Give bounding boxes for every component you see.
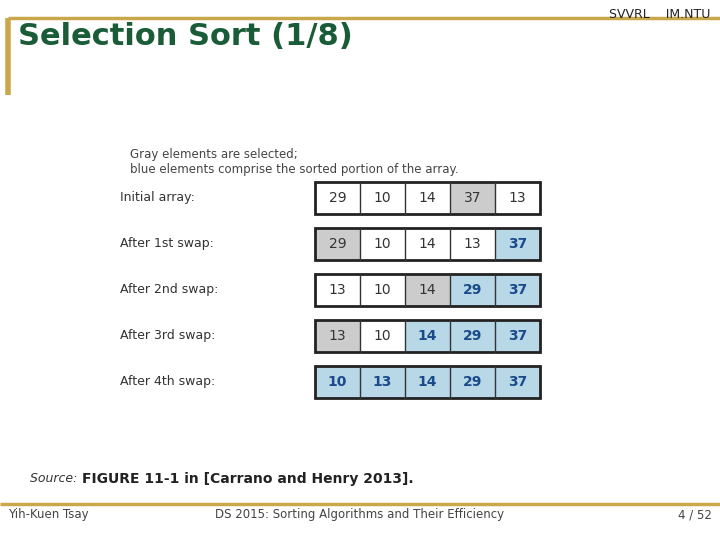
Bar [315, 366, 540, 398]
Text: 29: 29 [463, 329, 482, 343]
Bar [495, 182, 540, 214]
Bar [405, 182, 450, 214]
Text: 13: 13 [329, 283, 346, 297]
Text: 13: 13 [464, 237, 481, 251]
Bar [315, 274, 540, 306]
Text: 13: 13 [329, 329, 346, 343]
Text: After 1st swap:: After 1st swap: [120, 238, 214, 251]
Bar [315, 182, 540, 214]
Text: 14: 14 [419, 283, 436, 297]
Bar [360, 274, 405, 306]
Bar [495, 320, 540, 352]
Bar [405, 228, 450, 260]
Text: 37: 37 [508, 283, 527, 297]
Bar [450, 182, 495, 214]
Text: Initial array:: Initial array: [120, 192, 195, 205]
Text: DS 2015: Sorting Algorithms and Their Efficiency: DS 2015: Sorting Algorithms and Their Ef… [215, 508, 505, 521]
Text: 37: 37 [464, 191, 481, 205]
Text: blue elements comprise the sorted portion of the array.: blue elements comprise the sorted portio… [130, 163, 459, 176]
Text: 14: 14 [418, 329, 437, 343]
Bar [360, 182, 405, 214]
Text: 37: 37 [508, 329, 527, 343]
Text: 29: 29 [463, 283, 482, 297]
Bar [315, 320, 540, 352]
Text: After 2nd swap:: After 2nd swap: [120, 284, 218, 296]
Bar [450, 320, 495, 352]
Bar [495, 228, 540, 260]
Bar [315, 182, 360, 214]
Text: Gray elements are selected;: Gray elements are selected; [130, 148, 298, 161]
Text: Source:: Source: [30, 472, 81, 485]
Text: After 4th swap:: After 4th swap: [120, 375, 215, 388]
Text: 10: 10 [374, 191, 391, 205]
Text: 29: 29 [463, 375, 482, 389]
Text: Yih-Kuen Tsay: Yih-Kuen Tsay [8, 508, 89, 521]
Bar [315, 320, 360, 352]
Bar [315, 228, 360, 260]
Bar [450, 228, 495, 260]
Text: Selection Sort (1/8): Selection Sort (1/8) [18, 22, 353, 51]
Text: 10: 10 [374, 237, 391, 251]
Bar [360, 228, 405, 260]
Text: SVVRL    IM.NTU: SVVRL IM.NTU [608, 8, 710, 21]
Bar [360, 320, 405, 352]
Text: 37: 37 [508, 375, 527, 389]
Text: 13: 13 [509, 191, 526, 205]
Text: 29: 29 [329, 191, 346, 205]
Text: FIGURE 11-1 in [Carrano and Henry 2013].: FIGURE 11-1 in [Carrano and Henry 2013]. [82, 472, 413, 486]
Text: 10: 10 [374, 329, 391, 343]
Bar [450, 366, 495, 398]
Text: 13: 13 [373, 375, 392, 389]
Bar [450, 274, 495, 306]
Text: 37: 37 [508, 237, 527, 251]
Bar [360, 366, 405, 398]
Bar [315, 366, 360, 398]
Text: 14: 14 [418, 375, 437, 389]
Bar [315, 228, 540, 260]
Text: 14: 14 [419, 237, 436, 251]
Text: 4 / 52: 4 / 52 [678, 508, 712, 521]
Text: 10: 10 [328, 375, 347, 389]
Bar [495, 274, 540, 306]
Text: 29: 29 [329, 237, 346, 251]
Text: 10: 10 [374, 283, 391, 297]
Bar [405, 366, 450, 398]
Bar [405, 320, 450, 352]
Bar [315, 274, 360, 306]
Text: After 3rd swap:: After 3rd swap: [120, 329, 215, 342]
Bar [495, 366, 540, 398]
Text: 14: 14 [419, 191, 436, 205]
Bar [405, 274, 450, 306]
